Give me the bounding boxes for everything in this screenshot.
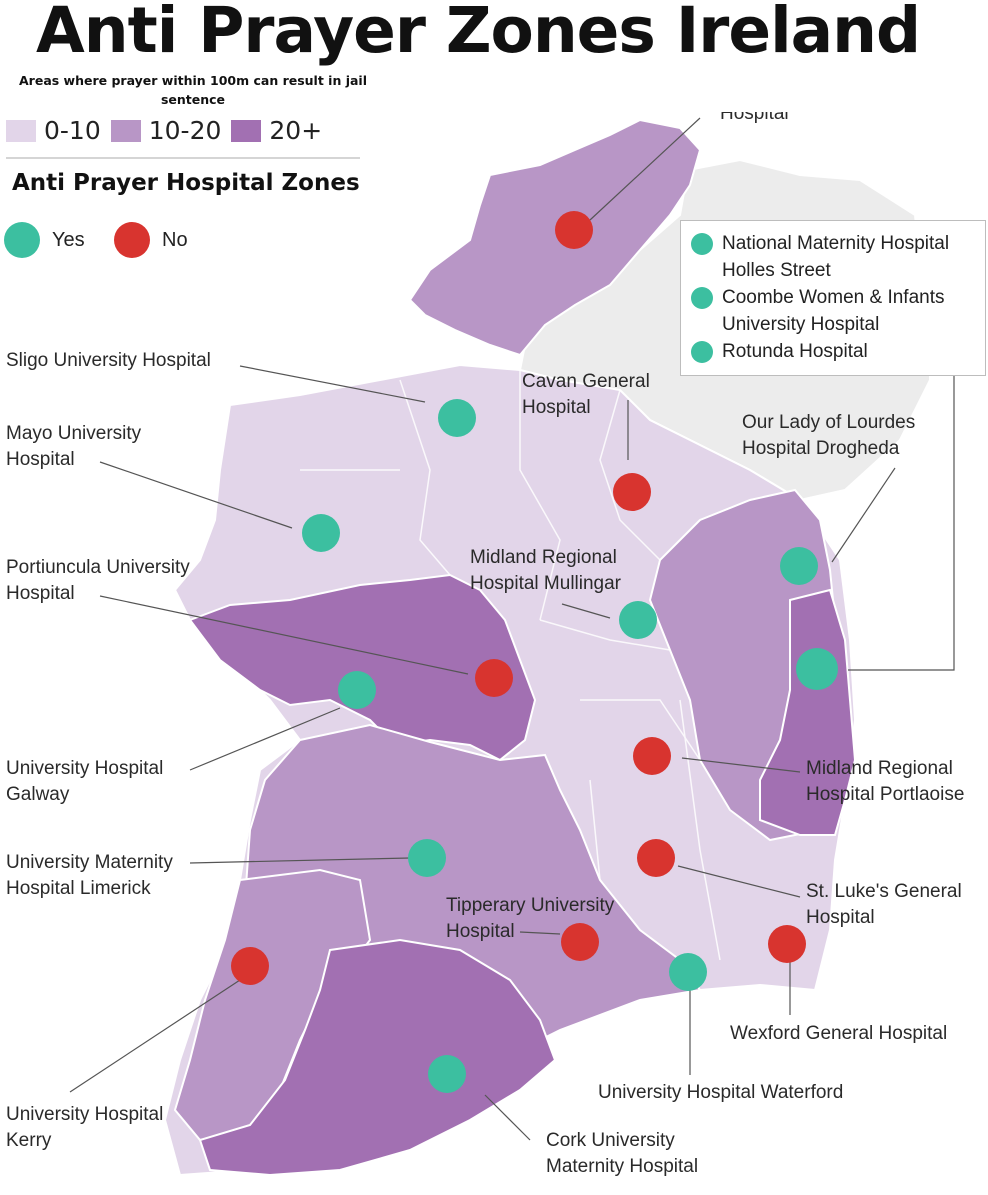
dublin-item: Rotunda Hospital (691, 338, 868, 365)
label-cork: Cork University Maternity Hospital (546, 1128, 698, 1180)
label-letterkenny-partial: Hospital (720, 103, 789, 124)
label-line: University Hospital (6, 758, 164, 779)
marker-portlaoise (633, 737, 671, 775)
label-line: Portiuncula University (6, 557, 190, 578)
label-drogheda: Our Lady of Lourdes Hospital Drogheda (742, 410, 915, 462)
map-subtitle: Areas where prayer within 100m can resul… (19, 73, 367, 107)
marker-portiuncula (475, 659, 513, 697)
marker-cavan (613, 473, 651, 511)
label-line: Tipperary University (446, 895, 615, 916)
label-wexford: Wexford General Hospital (730, 1021, 947, 1047)
legend-label-0-10: 0-10 (44, 116, 101, 145)
label-line: Hospital (806, 907, 875, 928)
label-line: Hospital (522, 397, 591, 418)
label-mayo: Mayo University Hospital (6, 421, 141, 473)
legend-yes: Yes (4, 222, 85, 258)
legend-swatch-0-10 (6, 119, 36, 142)
dublin-item-dot (691, 233, 713, 255)
marker-waterford (669, 953, 707, 991)
legend-yes-dot (4, 222, 40, 258)
label-sligo: Sligo University Hospital (6, 348, 211, 374)
map-title: Anti Prayer Zones Ireland (36, 0, 921, 67)
marker-mayo (302, 514, 340, 552)
hospital-legend-title: Anti Prayer Hospital Zones (12, 170, 360, 196)
marker-wexford (768, 925, 806, 963)
label-line: University Hospital Waterford (598, 1082, 844, 1103)
marker-drogheda (780, 547, 818, 585)
marker-galway (338, 671, 376, 709)
label-line: Hospital Mullingar (470, 573, 622, 594)
choropleth-legend: 0-10 10-20 20+ (6, 116, 332, 145)
dublin-item-label: Coombe Women & Infants University Hospit… (722, 287, 945, 335)
label-stlukes: St. Luke's General Hospital (806, 879, 962, 931)
dublin-item-dot (691, 287, 713, 309)
dublin-hospitals-box: National Maternity Hospital Holles Stree… (680, 220, 986, 376)
label-line: Hospital (6, 449, 75, 470)
marker-tipperary (561, 923, 599, 961)
label-mullingar: Midland Regional Hospital Mullingar (470, 545, 621, 597)
region-galway-roscommon (188, 573, 537, 762)
label-kerry: University Hospital Kerry (6, 1102, 163, 1154)
legend-swatch-10-20 (110, 119, 141, 142)
label-line: Midland Regional (806, 758, 953, 779)
label-line: Hospital Limerick (6, 878, 151, 899)
legend-swatch-20-plus (231, 119, 262, 142)
marker-limerick (408, 839, 446, 877)
label-line: Wexford General Hospital (730, 1023, 948, 1044)
label-line: Midland Regional (470, 547, 617, 568)
label-portlaoise: Midland Regional Hospital Portlaoise (806, 756, 964, 808)
label-line: Kerry (6, 1130, 52, 1151)
label-line: University Hospital (6, 1104, 164, 1125)
label-line: Hospital Portlaoise (806, 784, 965, 805)
label-line: University Maternity (6, 852, 173, 873)
county-boundaries (300, 370, 721, 961)
label-waterford: University Hospital Waterford (598, 1080, 843, 1106)
label-line: Hospital (6, 583, 75, 604)
marker-kerry (231, 947, 269, 985)
label-line: Cavan General (522, 371, 650, 392)
label-portiuncula: Portiuncula University Hospital (6, 555, 190, 607)
leader-lines (69, 117, 955, 1141)
legend-divider (6, 157, 360, 159)
region-donegal (408, 118, 702, 357)
legend-no-dot (114, 222, 150, 258)
label-tipperary: Tipperary University Hospital (446, 893, 614, 945)
marker-letterkenny (555, 211, 593, 249)
dublin-item-dot (691, 341, 713, 363)
legend-no: No (114, 222, 188, 258)
label-line: Cork University (546, 1130, 675, 1151)
legend-label-20-plus: 20+ (269, 116, 323, 145)
label-galway: University Hospital Galway (6, 756, 163, 808)
marker-dublin (796, 648, 838, 690)
dublin-item: Coombe Women & Infants University Hospit… (691, 284, 982, 338)
label-line: Sligo University Hospital (6, 350, 211, 371)
label-cavan: Cavan General Hospital (522, 369, 650, 421)
hospital-markers (231, 211, 838, 1093)
label-limerick: University Maternity Hospital Limerick (6, 850, 173, 902)
label-line: Galway (6, 784, 70, 805)
label-line: Hospital (446, 921, 515, 942)
dublin-item-label: Rotunda Hospital (722, 341, 868, 362)
dublin-item: National Maternity Hospital Holles Stree… (691, 230, 981, 284)
label-line: St. Luke's General (806, 881, 962, 902)
marker-mullingar (619, 601, 657, 639)
label-line: Mayo University (6, 423, 142, 444)
legend-yes-label: Yes (52, 228, 85, 251)
legend-label-10-20: 10-20 (148, 116, 222, 145)
marker-cork (428, 1055, 466, 1093)
region-dublin (759, 588, 857, 836)
marker-stlukes (637, 839, 675, 877)
legend-no-label: No (162, 228, 188, 251)
label-line: Hospital Drogheda (742, 438, 900, 459)
marker-sligo (438, 399, 476, 437)
region-cork (198, 938, 557, 1177)
dublin-item-label: National Maternity Hospital Holles Stree… (722, 233, 950, 281)
label-line: Our Lady of Lourdes (742, 412, 916, 433)
label-line: Maternity Hospital (546, 1156, 699, 1177)
